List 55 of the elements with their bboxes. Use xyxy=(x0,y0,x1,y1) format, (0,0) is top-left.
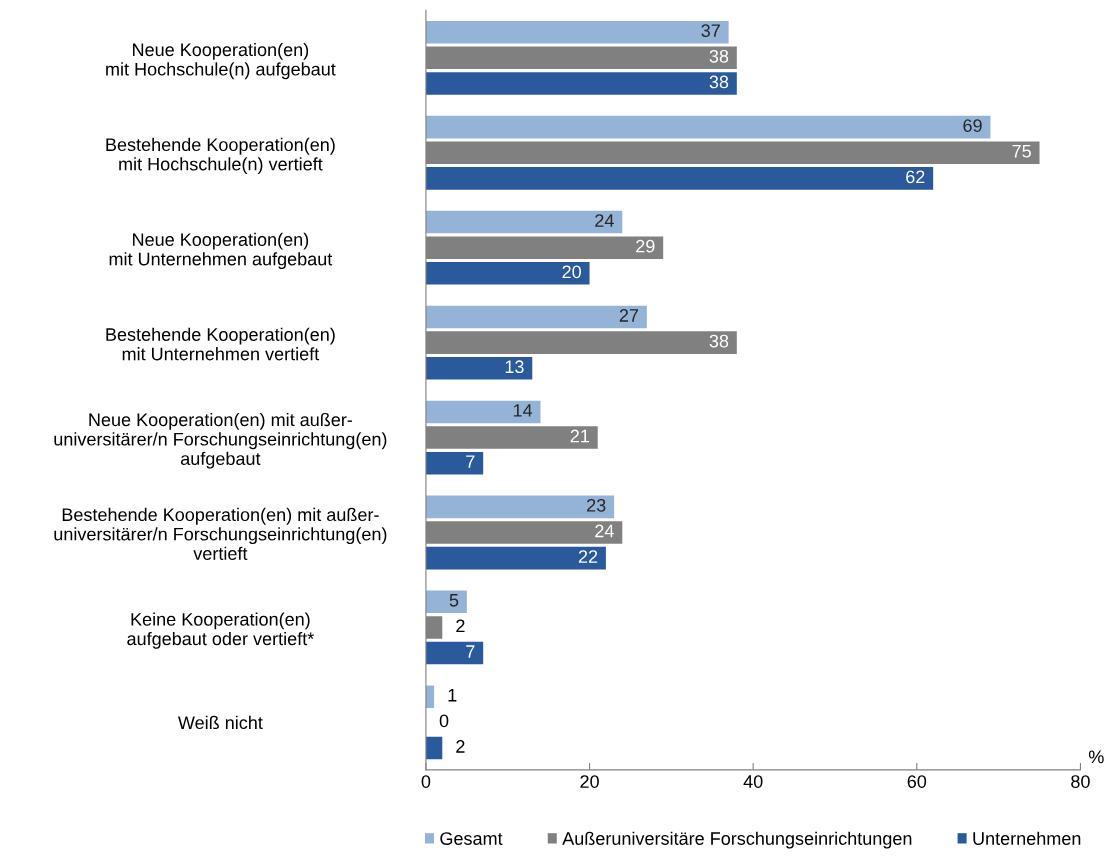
data-label: 7 xyxy=(466,455,475,468)
x-axis-title: % xyxy=(1088,750,1104,764)
y-tick-label: Neue Kooperation(en) mit Unternehmen aufgebaut xyxy=(109,232,333,270)
bar xyxy=(425,451,484,475)
data-label: 38 xyxy=(709,49,729,63)
bar xyxy=(425,115,991,139)
data-label: 5 xyxy=(449,594,459,607)
bar xyxy=(425,262,590,285)
data-label: 22 xyxy=(578,550,598,563)
bar xyxy=(425,167,934,190)
x-tick-label: 80 xyxy=(1071,775,1090,788)
data-label: 13 xyxy=(505,360,524,374)
bar xyxy=(425,356,533,380)
y-tick-label: Weiß nicht xyxy=(177,715,263,730)
data-label: 1 xyxy=(448,688,457,702)
legend-label: Gesamt xyxy=(440,832,503,845)
bar xyxy=(425,210,623,234)
data-label: 29 xyxy=(636,239,655,253)
data-label: 75 xyxy=(1012,145,1031,158)
legend-label: Unternehmen xyxy=(973,831,1081,845)
data-label: 20 xyxy=(562,265,581,279)
x-tick-label: 60 xyxy=(907,775,927,788)
data-label: 21 xyxy=(570,429,589,443)
data-label: 23 xyxy=(587,498,606,512)
x-tick-label: 40 xyxy=(743,775,763,788)
y-tick-label: Bestehende Kooperation(en) mit außer- universitärer/n Forschungseinrichtung(en) vertieft xyxy=(54,507,387,560)
data-label: 2 xyxy=(456,740,465,753)
bar xyxy=(425,400,541,424)
data-label: 38 xyxy=(709,75,729,89)
data-label: 27 xyxy=(619,309,639,322)
bar xyxy=(425,641,484,665)
bar xyxy=(425,72,737,95)
data-label: 14 xyxy=(513,404,533,417)
data-label: 24 xyxy=(595,214,614,227)
data-label: 24 xyxy=(595,524,614,538)
legend-label: Außeruniversitäre Forschungseinrichtungen xyxy=(562,831,912,849)
y-tick-label: Keine Kooperation(en) aufgebaut oder vertieft* xyxy=(127,612,314,649)
data-label: 0 xyxy=(439,714,449,728)
data-label: 62 xyxy=(906,170,925,184)
x-tick-label: 20 xyxy=(580,775,599,788)
x-tick-label: 0 xyxy=(421,775,431,788)
y-tick-label: Neue Kooperation(en) mit außer- universitärer/n Forschungseinrichtung(en) aufgebaut xyxy=(54,412,387,469)
y-tick-label: Bestehende Kooperation(en) mit Hochschule(n) vertieft xyxy=(106,137,335,175)
bar xyxy=(425,495,615,519)
y-tick-label: Neue Kooperation(en) mit Hochschule(n) aufgebaut xyxy=(106,42,336,80)
data-label: 69 xyxy=(963,119,982,132)
data-label: 38 xyxy=(709,334,729,348)
bar xyxy=(425,546,606,570)
y-tick-label: Bestehende Kooperation(en) mit Unternehmen vertieft xyxy=(106,327,335,361)
bar xyxy=(425,590,467,614)
data-label: 37 xyxy=(701,24,720,38)
bar xyxy=(425,305,647,329)
data-label: 7 xyxy=(466,645,475,658)
data-label: 2 xyxy=(456,619,465,633)
bar xyxy=(425,20,729,44)
